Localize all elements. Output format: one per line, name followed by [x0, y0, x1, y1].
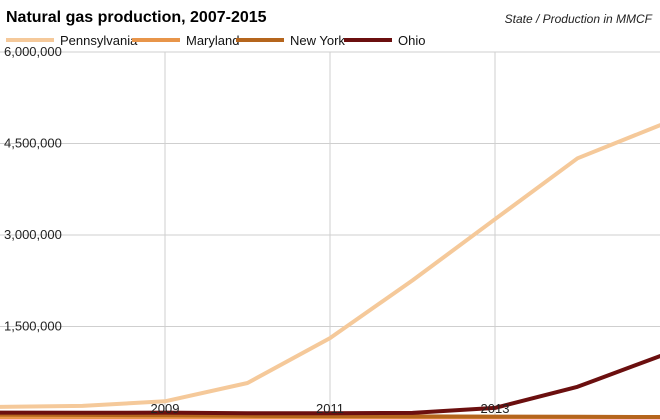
- y-tick-label: 4,500,000: [4, 136, 62, 151]
- x-tick-label: 2011: [316, 401, 344, 416]
- legend-item-pennsylvania: Pennsylvania: [6, 33, 138, 48]
- legend: Pennsylvania Maryland New York Ohio: [6, 33, 425, 48]
- x-tick-label: 2013: [481, 401, 510, 416]
- chart-title: Natural gas production, 2007-2015: [6, 9, 267, 26]
- series-group: [0, 123, 660, 419]
- y-tick-label: 3,000,000: [4, 227, 62, 242]
- y-tick-label: 1,500,000: [4, 319, 62, 334]
- y-tick-label: 6,000,000: [4, 44, 62, 59]
- legend-label: Maryland: [186, 33, 239, 48]
- y-axis: 1,500,000 3,000,000 4,500,000 6,000,000: [4, 44, 62, 334]
- legend-item-maryland: Maryland: [132, 33, 239, 48]
- x-tick-label: 2009: [151, 401, 180, 416]
- chart-subtitle: State / Production in MMCF: [505, 12, 653, 26]
- legend-item-ohio: Ohio: [344, 33, 425, 48]
- legend-item-new-york: New York: [236, 33, 345, 48]
- legend-label: Ohio: [398, 33, 425, 48]
- series-line-ohio: [0, 354, 660, 416]
- series-line-pennsylvania: [0, 123, 660, 409]
- series-line-new-york: [0, 412, 660, 419]
- legend-label: New York: [290, 33, 345, 48]
- legend-label: Pennsylvania: [60, 33, 138, 48]
- x-axis: 2009 2011 2013: [151, 401, 510, 416]
- grid: [0, 51, 660, 418]
